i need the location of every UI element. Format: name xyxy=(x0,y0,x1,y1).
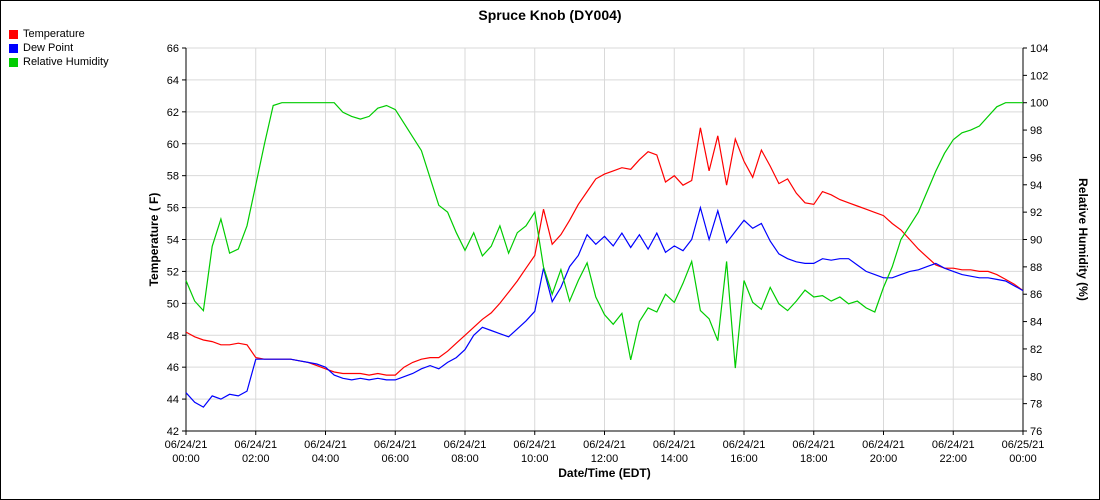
svg-text:Temperature ( F): Temperature ( F) xyxy=(147,193,161,287)
svg-text:06/24/21: 06/24/21 xyxy=(513,439,556,451)
svg-text:06/24/21: 06/24/21 xyxy=(444,439,487,451)
svg-text:52: 52 xyxy=(167,266,179,278)
svg-text:06/24/21: 06/24/21 xyxy=(234,439,277,451)
svg-text:06/24/21: 06/24/21 xyxy=(723,439,766,451)
svg-text:44: 44 xyxy=(167,394,179,406)
svg-text:14:00: 14:00 xyxy=(660,453,688,465)
svg-text:62: 62 xyxy=(167,107,179,119)
svg-text:82: 82 xyxy=(1030,344,1042,356)
legend-label-relative-humidity: Relative Humidity xyxy=(23,56,109,68)
legend-item-temperature: Temperature xyxy=(9,27,109,41)
chart-title: Spruce Knob (DY004) xyxy=(478,7,622,23)
chart-legend: Temperature Dew Point Relative Humidity xyxy=(9,27,109,69)
svg-text:18:00: 18:00 xyxy=(800,453,828,465)
svg-text:58: 58 xyxy=(167,171,179,183)
svg-text:16:00: 16:00 xyxy=(730,453,758,465)
svg-text:56: 56 xyxy=(167,203,179,215)
svg-text:88: 88 xyxy=(1030,262,1042,274)
svg-text:50: 50 xyxy=(167,298,179,310)
svg-text:100: 100 xyxy=(1030,98,1048,110)
svg-text:80: 80 xyxy=(1030,371,1042,383)
svg-text:10:00: 10:00 xyxy=(521,453,549,465)
svg-text:102: 102 xyxy=(1030,70,1048,82)
legend-item-relative-humidity: Relative Humidity xyxy=(9,55,109,69)
legend-label-temperature: Temperature xyxy=(23,28,85,40)
svg-text:86: 86 xyxy=(1030,289,1042,301)
legend-label-dew-point: Dew Point xyxy=(23,42,74,54)
legend-item-dew-point: Dew Point xyxy=(9,41,109,55)
svg-text:06/24/21: 06/24/21 xyxy=(792,439,835,451)
svg-text:06/24/21: 06/24/21 xyxy=(374,439,417,451)
svg-text:Date/Time (EDT): Date/Time (EDT) xyxy=(558,466,650,480)
svg-text:46: 46 xyxy=(167,362,179,374)
svg-text:98: 98 xyxy=(1030,125,1042,137)
svg-text:104: 104 xyxy=(1030,43,1048,55)
svg-text:06:00: 06:00 xyxy=(381,453,409,465)
svg-text:06/24/21: 06/24/21 xyxy=(583,439,626,451)
svg-text:04:00: 04:00 xyxy=(312,453,340,465)
svg-text:06/24/21: 06/24/21 xyxy=(653,439,696,451)
svg-text:06/24/21: 06/24/21 xyxy=(932,439,975,451)
svg-text:Relative Humidity (%): Relative Humidity (%) xyxy=(1076,178,1090,301)
relative-humidity-swatch-icon xyxy=(9,57,18,67)
svg-text:20:00: 20:00 xyxy=(870,453,898,465)
svg-text:06/24/21: 06/24/21 xyxy=(304,439,347,451)
svg-text:92: 92 xyxy=(1030,207,1042,219)
svg-text:60: 60 xyxy=(167,139,179,151)
svg-text:02:00: 02:00 xyxy=(242,453,270,465)
svg-text:22:00: 22:00 xyxy=(939,453,967,465)
svg-text:06/25/21: 06/25/21 xyxy=(1002,439,1045,451)
temperature-swatch-icon xyxy=(9,29,18,39)
svg-text:90: 90 xyxy=(1030,235,1042,247)
dew-point-swatch-icon xyxy=(9,43,18,53)
svg-text:12:00: 12:00 xyxy=(591,453,619,465)
svg-text:08:00: 08:00 xyxy=(451,453,479,465)
svg-text:06/24/21: 06/24/21 xyxy=(165,439,208,451)
svg-text:54: 54 xyxy=(167,235,179,247)
svg-text:06/24/21: 06/24/21 xyxy=(862,439,905,451)
svg-text:48: 48 xyxy=(167,330,179,342)
svg-text:00:00: 00:00 xyxy=(172,453,200,465)
svg-text:76: 76 xyxy=(1030,426,1042,438)
svg-text:00:00: 00:00 xyxy=(1009,453,1037,465)
svg-text:94: 94 xyxy=(1030,180,1042,192)
svg-text:42: 42 xyxy=(167,426,179,438)
svg-text:66: 66 xyxy=(167,43,179,55)
svg-text:78: 78 xyxy=(1030,399,1042,411)
svg-text:84: 84 xyxy=(1030,317,1042,329)
svg-text:96: 96 xyxy=(1030,152,1042,164)
svg-text:64: 64 xyxy=(167,75,179,87)
